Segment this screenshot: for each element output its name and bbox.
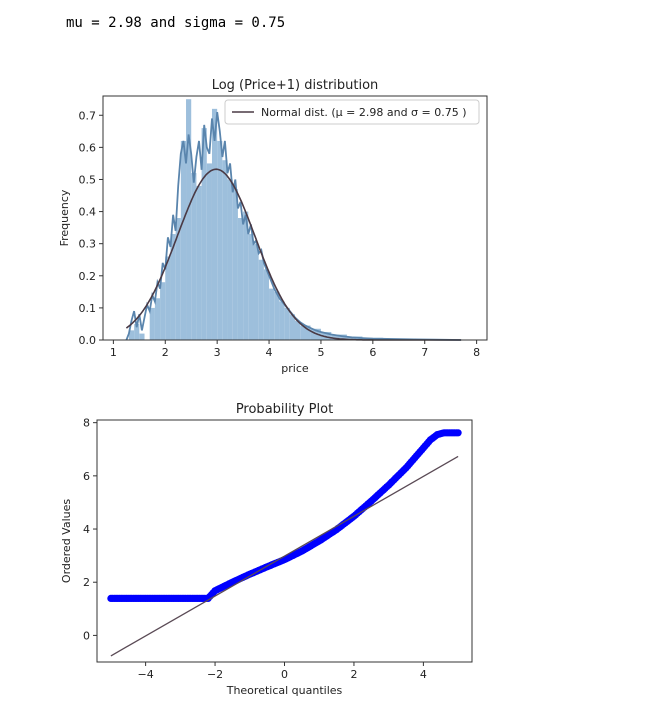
y-tick-label: 0.4 xyxy=(79,206,97,219)
histogram-bar xyxy=(175,218,181,340)
histogram-bar xyxy=(217,140,223,340)
x-tick-label: 5 xyxy=(317,346,324,359)
x-tick-label: 1 xyxy=(110,346,117,359)
x-axis-label: Theoretical quantiles xyxy=(226,684,343,697)
histogram-bar xyxy=(211,108,218,340)
y-axis-ticks: 0 2 4 6 8 xyxy=(83,417,97,642)
x-tick-label: 6 xyxy=(369,346,376,359)
histogram-bar xyxy=(186,99,192,340)
x-tick-label: 4 xyxy=(420,668,427,681)
y-tick-label: 8 xyxy=(83,417,90,430)
histogram-bar xyxy=(154,298,161,340)
histogram-bar xyxy=(284,307,290,340)
histogram-bar xyxy=(320,331,332,340)
histogram-bar xyxy=(274,291,280,340)
y-tick-label: 0.5 xyxy=(79,173,97,186)
histogram-bar xyxy=(243,211,249,340)
fit-line xyxy=(110,455,459,657)
histogram-bar xyxy=(128,330,135,340)
histogram-bar xyxy=(269,288,275,340)
histogram-bar xyxy=(331,334,347,340)
histogram-bar xyxy=(258,259,264,340)
histogram-bar xyxy=(263,269,270,340)
histogram-bar xyxy=(165,256,171,340)
y-tick-label: 0.2 xyxy=(79,270,97,283)
x-tick-label: 3 xyxy=(214,346,221,359)
histogram-bar xyxy=(196,185,202,340)
histogram-bar xyxy=(289,314,295,340)
chart-title: Probability Plot xyxy=(236,402,333,417)
y-tick-label: 0.0 xyxy=(79,334,97,347)
x-tick-label: 7 xyxy=(421,346,428,359)
x-tick-label: 8 xyxy=(473,346,480,359)
scatter-points xyxy=(107,429,462,603)
histogram-bar xyxy=(279,301,285,340)
y-tick-label: 4 xyxy=(83,523,90,536)
histogram-bar xyxy=(191,173,197,340)
x-tick-label: −2 xyxy=(207,668,223,681)
legend-entry-normal: Normal dist. (μ = 2.98 and σ = 0.75 ) xyxy=(261,106,467,119)
histogram-bar xyxy=(232,189,238,340)
chart-lines xyxy=(110,455,459,657)
histogram-bar xyxy=(134,323,140,340)
y-axis-ticks: 0.0 0.1 0.2 0.3 0.4 0.5 0.6 0.7 xyxy=(79,109,103,347)
histogram-bar xyxy=(170,234,176,340)
histogram-bar xyxy=(295,320,301,340)
cell-output-text: mu = 2.98 and sigma = 0.75 xyxy=(66,15,286,31)
x-tick-label: 4 xyxy=(266,346,273,359)
histogram-bar xyxy=(253,243,259,340)
histogram-bar xyxy=(206,163,212,340)
data-point xyxy=(454,429,462,437)
histogram-bar xyxy=(248,234,254,340)
histogram-bar xyxy=(222,160,228,340)
y-tick-label: 0.7 xyxy=(79,109,97,122)
y-tick-label: 0.6 xyxy=(79,141,97,154)
legend: Normal dist. (μ = 2.98 and σ = 0.75 ) xyxy=(224,99,480,125)
plot-area-frame xyxy=(102,95,488,341)
histogram-bars xyxy=(128,99,462,340)
x-tick-label: 2 xyxy=(162,346,169,359)
x-axis-ticks: −4 −2 0 2 4 xyxy=(138,662,427,681)
histogram-bar xyxy=(139,333,145,340)
x-tick-label: 0 xyxy=(281,668,288,681)
y-tick-label: 6 xyxy=(83,470,90,483)
x-tick-label: 2 xyxy=(350,668,357,681)
histogram-bar xyxy=(300,325,311,340)
y-tick-label: 0.1 xyxy=(79,302,97,315)
y-tick-label: 2 xyxy=(83,576,90,589)
histogram-bar xyxy=(237,218,244,340)
y-axis-label: Ordered Values xyxy=(60,499,73,583)
histogram-bar xyxy=(227,179,233,340)
histogram-bar xyxy=(180,140,187,340)
histogram-bar xyxy=(160,282,166,340)
histogram-bar xyxy=(149,307,155,340)
y-axis-label: Frequency xyxy=(58,189,71,246)
y-tick-label: 0.3 xyxy=(79,238,97,251)
x-tick-label: −4 xyxy=(138,668,154,681)
y-tick-label: 0 xyxy=(83,629,90,642)
chart-probability-plot: Probability Plot −4 −2 0 2 4 0 2 4 6 8 Theoretic… xyxy=(60,402,473,697)
legend-box xyxy=(224,99,480,125)
x-axis-ticks: 1 2 3 4 5 6 7 8 xyxy=(110,340,480,359)
x-axis-label: price xyxy=(281,362,309,375)
histogram-bar xyxy=(201,128,207,340)
chart-title: Log (Price+1) distribution xyxy=(212,78,379,93)
